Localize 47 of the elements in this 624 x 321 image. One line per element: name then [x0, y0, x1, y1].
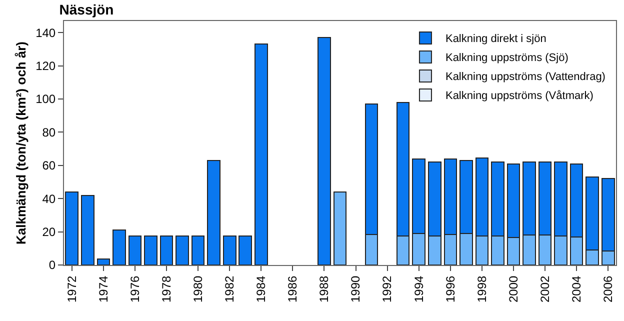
x-tick-label: 2002 [538, 275, 552, 303]
y-axis-title: Kalkmängd (ton/yta (km²) och år) [14, 42, 29, 244]
bar [96, 258, 110, 265]
legend-label: Kalkning uppströms (Vattendrag) [445, 71, 606, 84]
bar [81, 194, 94, 265]
y-tick-label: 80 [42, 125, 56, 140]
x-tick-label: 1980 [190, 275, 205, 303]
x-tick-label: 1972 [64, 275, 79, 303]
x-tick-label: 2000 [506, 275, 520, 303]
bar [128, 235, 142, 265]
bar [238, 235, 252, 265]
x-tick-label: 1990 [348, 275, 363, 303]
x-tick-label: 1984 [254, 275, 268, 303]
y-tick-label: 140 [36, 26, 56, 40]
bar [222, 235, 236, 265]
y-tick-label: 0 [48, 258, 56, 272]
bar [333, 191, 347, 265]
x-tick-label: 1992 [380, 275, 394, 303]
x-tick-label: 2004 [569, 275, 584, 303]
legend-label: Kalkning uppströms (Våtmark) [445, 90, 594, 102]
x-tick-label: 1978 [159, 275, 174, 303]
legend-label: Kalkning direkt i sjön [445, 33, 546, 46]
bar [191, 235, 205, 265]
x-tick-label: 1994 [412, 275, 426, 303]
x-tick-label: 1998 [474, 275, 489, 303]
x-tick-label: 1986 [286, 275, 300, 303]
y-tick-label: 120 [36, 59, 56, 74]
bar [160, 235, 174, 265]
x-tick-label: 1974 [96, 275, 110, 303]
y-tick-label: 40 [42, 192, 56, 206]
bar [176, 235, 189, 265]
y-tick-label: 20 [42, 225, 56, 239]
legend-label: Kalkning uppströms (Sjö) [445, 52, 568, 64]
bar [254, 44, 268, 265]
x-tick-label: 1988 [317, 275, 332, 303]
bar [144, 235, 158, 265]
bar [65, 191, 79, 265]
y-tick-label: 60 [42, 158, 56, 173]
bar [207, 160, 220, 265]
y-tick-label: 100 [36, 92, 56, 106]
x-tick-label: 1976 [128, 275, 142, 303]
x-tick-label: 2006 [601, 275, 616, 303]
x-tick-label: 1996 [443, 275, 458, 303]
x-tick-label: 1982 [222, 275, 236, 303]
bar [112, 230, 126, 265]
chart-title: Nässjön [59, 2, 114, 18]
bar [318, 37, 331, 265]
